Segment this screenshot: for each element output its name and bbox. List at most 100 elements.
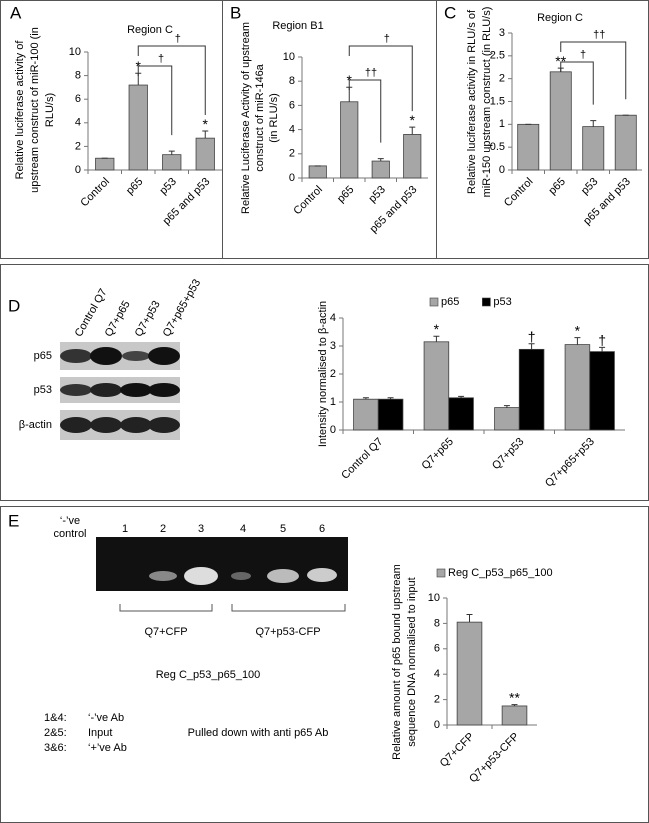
gel-note: Pulled down with anti p65 Ab bbox=[188, 727, 329, 739]
bracket-label: †† bbox=[593, 29, 605, 41]
x-tick-label: p53 bbox=[579, 176, 600, 197]
error-bar bbox=[409, 126, 416, 135]
bracket-label: † bbox=[384, 33, 390, 45]
legend-label: p65 bbox=[441, 296, 459, 308]
y-tick-label: 2.5 bbox=[490, 50, 505, 62]
significance-label: ** bbox=[509, 689, 520, 705]
bar bbox=[308, 165, 327, 179]
y-tick-label: 3 bbox=[499, 27, 505, 39]
y-tick-label: 8 bbox=[75, 70, 81, 82]
y-tick-label: 2 bbox=[499, 73, 505, 85]
panel-letter: B bbox=[230, 3, 241, 22]
blot-lane-label: Q7+p65+p53 bbox=[161, 277, 204, 339]
y-tick-label: 2 bbox=[289, 148, 295, 160]
bracket-label: † bbox=[158, 53, 164, 65]
gel: ‘-’ve control 1 2 3 4 5 6 Q7+CFP Q7+p53-… bbox=[44, 515, 348, 754]
blot-row-label: p53 bbox=[34, 384, 52, 396]
gel-group-label: Q7+CFP bbox=[144, 626, 187, 638]
band bbox=[148, 347, 180, 365]
gel-legend-text: ‘+’ve Ab bbox=[88, 742, 127, 754]
significance-label: † bbox=[598, 332, 606, 348]
gel-lane-label: 4 bbox=[240, 523, 246, 535]
y-axis-label: upstream construct of miR-100 (in bbox=[29, 27, 41, 193]
error-bar bbox=[387, 397, 394, 400]
y-axis-label: construct of miR-146a bbox=[254, 63, 266, 171]
y-tick-label: 4 bbox=[330, 312, 336, 324]
panel-letter: A bbox=[10, 3, 22, 22]
y-tick-label: 6 bbox=[434, 643, 440, 655]
bar bbox=[494, 407, 520, 431]
legend-swatch bbox=[482, 297, 491, 307]
bracket bbox=[137, 45, 206, 116]
y-axis-label: miR-150 upstream construct (in RLU/s) bbox=[481, 7, 493, 198]
bar bbox=[353, 398, 379, 431]
y-tick-label: 10 bbox=[69, 46, 81, 58]
significance-label: † bbox=[528, 328, 536, 344]
error-bar bbox=[574, 337, 581, 345]
y-tick-label: 4 bbox=[75, 117, 81, 129]
y-tick-label: 0 bbox=[434, 719, 440, 731]
blot-lane-label: Q7+p53 bbox=[133, 299, 163, 339]
error-bar bbox=[599, 346, 606, 352]
band bbox=[267, 569, 299, 583]
y-tick-label: 4 bbox=[434, 668, 440, 680]
significance-label: * bbox=[575, 322, 581, 338]
y-tick-label: 10 bbox=[283, 51, 295, 63]
y-tick-label: 0 bbox=[499, 164, 505, 176]
blot-lane-label: Q7+p65 bbox=[103, 299, 133, 339]
y-tick-label: 1 bbox=[330, 396, 336, 408]
gel-lane-label: 5 bbox=[280, 523, 286, 535]
gel-lane-label: 3 bbox=[198, 523, 204, 535]
bar bbox=[128, 84, 148, 171]
bar bbox=[501, 705, 528, 726]
band bbox=[120, 383, 152, 397]
y-axis-label: Relative luciferase activity of bbox=[14, 40, 26, 180]
y-axis-label: Relative Luciferase Activity of upstream bbox=[240, 22, 252, 214]
significance-label: ** bbox=[555, 53, 566, 69]
error-bar bbox=[433, 335, 440, 342]
x-tick-label: p65 bbox=[546, 176, 567, 197]
gel-legend-key: 3&6: bbox=[44, 742, 67, 754]
significance-label: * bbox=[203, 116, 209, 132]
bar bbox=[377, 398, 404, 431]
band bbox=[307, 568, 337, 582]
band bbox=[60, 349, 92, 363]
bar bbox=[423, 341, 450, 431]
band bbox=[148, 417, 180, 433]
y-tick-label: 6 bbox=[75, 93, 81, 105]
band bbox=[122, 351, 150, 361]
y-axis-label: Intensity normalised to β-actin bbox=[317, 301, 329, 447]
gel-group-label: Q7+p53-CFP bbox=[255, 626, 320, 638]
y-tick-label: 2 bbox=[75, 140, 81, 152]
significance-label: * bbox=[410, 112, 416, 128]
legend-swatch bbox=[436, 568, 446, 578]
error-bar bbox=[362, 397, 369, 400]
y-tick-label: 10 bbox=[428, 592, 440, 604]
error-bar bbox=[377, 158, 384, 162]
x-tick-label: p65 bbox=[124, 176, 145, 197]
x-tick-label: Control bbox=[78, 176, 112, 210]
gel-legend-key: 2&5: bbox=[44, 727, 67, 739]
gel-title: Reg C_p53_p65_100 bbox=[156, 669, 261, 681]
error-bar bbox=[590, 120, 597, 127]
legend-label: Reg C_p53_p65_100 bbox=[448, 567, 553, 579]
error-bar bbox=[528, 343, 535, 350]
band bbox=[120, 417, 152, 433]
band bbox=[149, 571, 177, 581]
y-tick-label: 1.5 bbox=[490, 95, 505, 107]
bar bbox=[162, 154, 182, 171]
y-axis-label: Relative luciferase activity in RLU/s of bbox=[466, 9, 478, 194]
band bbox=[90, 347, 122, 365]
y-tick-label: 2 bbox=[434, 694, 440, 706]
error-bar bbox=[503, 405, 510, 408]
y-axis-label: (in RLU/s) bbox=[268, 93, 280, 143]
blot-row-label: β-actin bbox=[19, 419, 52, 431]
x-tick-label: p53 bbox=[157, 176, 178, 197]
bracket bbox=[560, 41, 627, 100]
bar bbox=[403, 134, 422, 179]
bracket-label: †† bbox=[365, 67, 377, 79]
x-tick-label: Control bbox=[502, 176, 536, 210]
band bbox=[90, 383, 122, 397]
gel-legend-text: Input bbox=[88, 727, 112, 739]
